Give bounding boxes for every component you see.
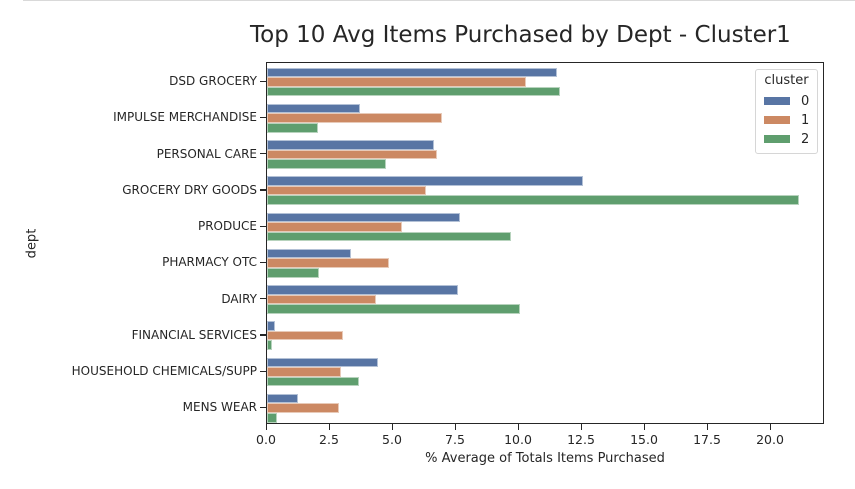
x-tick-label: 2.5	[319, 432, 339, 447]
legend-swatch	[764, 97, 790, 105]
y-axis-label: dept	[24, 228, 40, 259]
y-tick	[260, 334, 266, 336]
bar-cluster-0	[267, 212, 461, 223]
y-tick	[260, 116, 266, 119]
bar-cluster-2	[267, 267, 319, 278]
x-tick-label: 7.5	[445, 432, 465, 447]
legend-title: cluster	[764, 73, 809, 88]
category-label: HOUSEHOLD CHEMICALS/SUPP	[71, 364, 257, 378]
legend-item-cluster-0: 0	[764, 93, 809, 109]
bar-cluster-2	[267, 159, 387, 169]
bar-cluster-1	[267, 222, 403, 232]
x-tick-label: 17.5	[693, 432, 721, 447]
bar-cluster-0	[267, 357, 378, 368]
legend-item-cluster-1: 1	[764, 112, 809, 128]
x-tick-label: 0.0	[256, 432, 276, 447]
bar-cluster-2	[267, 304, 520, 314]
legend-swatch	[764, 116, 790, 124]
bar-cluster-0	[267, 285, 459, 295]
category-label: FINANCIAL SERVICES	[131, 327, 257, 342]
bar-cluster-1	[267, 77, 527, 87]
y-tick	[260, 225, 266, 227]
bar-cluster-0	[267, 67, 558, 78]
bar-cluster-1	[267, 149, 438, 160]
legend-label: 0	[801, 93, 810, 109]
category-label: MENS WEAR	[182, 400, 257, 415]
top-divider	[23, 0, 855, 1]
x-tick-label: 5.0	[382, 432, 402, 447]
category-label: PERSONAL CARE	[156, 146, 257, 161]
legend: cluster 0 1 2	[755, 69, 818, 154]
x-tick	[643, 424, 645, 430]
bar-cluster-2	[267, 376, 359, 387]
bar-cluster-1	[267, 403, 339, 413]
x-tick	[265, 424, 267, 430]
category-label: DSD GROCERY	[169, 74, 257, 88]
bar-cluster-1	[267, 367, 341, 377]
bar-cluster-2	[267, 340, 273, 351]
y-tick	[260, 370, 266, 372]
x-tick	[769, 424, 771, 430]
category-label: PHARMACY OTC	[162, 255, 257, 270]
x-tick	[454, 424, 456, 430]
y-tick	[260, 80, 266, 82]
bar-cluster-2	[267, 412, 278, 423]
plot-area	[266, 62, 824, 424]
x-tick	[517, 424, 519, 430]
x-axis-label: % Average of Totals Items Purchased	[425, 451, 665, 466]
x-tick	[328, 424, 330, 430]
legend-label: 1	[801, 112, 810, 128]
legend-swatch	[764, 135, 790, 143]
bar-cluster-0	[267, 176, 584, 186]
bar-cluster-0	[267, 321, 276, 331]
category-label: GROCERY DRY GOODS	[122, 182, 257, 197]
bar-cluster-1	[267, 294, 377, 305]
category-label: DAIRY	[221, 291, 257, 306]
x-tick	[580, 424, 582, 430]
bar-cluster-1	[267, 330, 344, 341]
y-tick	[260, 153, 266, 155]
bar-cluster-0	[267, 140, 435, 150]
legend-label: 2	[801, 131, 810, 147]
chart-title: Top 10 Avg Items Purchased by Dept - Clu…	[250, 22, 791, 48]
bar-cluster-1	[267, 185, 426, 196]
x-tick	[706, 424, 708, 430]
category-label: PRODUCE	[197, 219, 257, 233]
x-tick	[391, 424, 393, 430]
x-tick-label: 15.0	[630, 432, 658, 447]
bar-cluster-2	[267, 195, 799, 206]
bar-cluster-2	[267, 231, 511, 242]
y-tick	[260, 406, 266, 409]
bar-cluster-1	[267, 258, 389, 268]
bar-cluster-1	[267, 113, 442, 123]
bar-cluster-2	[267, 86, 561, 97]
bar-cluster-0	[267, 248, 351, 259]
y-tick	[260, 261, 266, 264]
legend-item-cluster-2: 2	[764, 131, 809, 147]
category-label: IMPULSE MERCHANDISE	[113, 110, 257, 125]
x-tick-label: 20.0	[756, 432, 784, 447]
x-tick-label: 12.5	[567, 432, 595, 447]
y-tick	[260, 298, 266, 300]
bar-cluster-0	[267, 103, 360, 114]
bar-cluster-2	[267, 122, 318, 133]
y-tick	[260, 189, 266, 191]
x-tick-label: 10.0	[504, 432, 532, 447]
bar-cluster-0	[267, 393, 298, 404]
